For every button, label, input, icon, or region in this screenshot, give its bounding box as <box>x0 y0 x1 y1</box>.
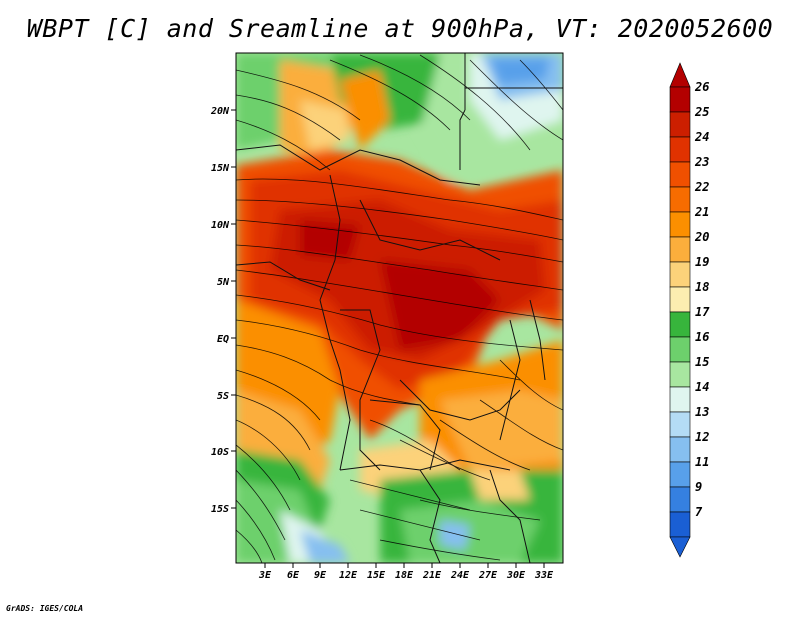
lon-label: 33E <box>534 570 554 581</box>
colorbar-swatch <box>669 361 691 388</box>
colorbar-swatch <box>669 336 691 363</box>
lon-label: 21E <box>422 570 442 581</box>
colorbar-label: 20 <box>694 230 709 244</box>
colorbar-label: 16 <box>695 330 709 344</box>
colorbar: 26 25 24 23 22 21 20 19 18 17 16 15 14 13 12 11 9 7 <box>669 62 710 558</box>
colorbar-swatch <box>669 111 691 138</box>
lon-label: 9E <box>314 570 327 581</box>
colorbar-swatch <box>669 161 691 188</box>
lon-label: 18E <box>395 570 414 581</box>
colorbar-swatch <box>669 511 691 538</box>
lon-label: 15E <box>367 570 386 581</box>
colorbar-label: 7 <box>695 505 703 519</box>
colorbar-swatch <box>669 261 691 288</box>
country-borders <box>236 53 563 563</box>
colorbar-label: 12 <box>695 430 709 444</box>
lon-label: 30E <box>506 570 526 581</box>
colorbar-label: 14 <box>695 380 709 394</box>
colorbar-label: 24 <box>694 130 709 144</box>
lat-label: 10S <box>211 447 229 458</box>
colorbar-label: 19 <box>695 255 709 269</box>
lon-label: 3E <box>258 570 272 581</box>
colorbar-swatch <box>669 436 691 463</box>
lat-label: EQ <box>217 334 229 345</box>
colorbar-label: 17 <box>695 305 710 319</box>
colorbar-swatch <box>669 211 691 238</box>
colorbar-label: 23 <box>694 155 709 169</box>
colorbar-swatch <box>669 461 691 488</box>
colorbar-label: 21 <box>694 205 709 219</box>
colorbar-label: 13 <box>695 405 709 419</box>
map-frame <box>235 52 564 564</box>
lat-label: 5N <box>217 277 230 288</box>
wbpt-field <box>236 53 563 563</box>
credit-text: GrADS: IGES/COLA <box>6 604 84 613</box>
colorbar-swatch <box>669 311 691 338</box>
lon-label: 12E <box>339 570 358 581</box>
colorbar-label: 15 <box>695 355 709 369</box>
lon-label: 24E <box>450 570 470 581</box>
colorbar-swatch <box>669 86 691 113</box>
colorbar-max-arrow <box>669 62 691 88</box>
colorbar-label: 18 <box>695 280 709 294</box>
chart-title: WBPT [C] and Sreamline at 900hPa, VT: 20… <box>26 14 774 43</box>
colorbar-label: 9 <box>695 480 702 494</box>
colorbar-swatch <box>669 236 691 263</box>
lon-label: 6E <box>287 570 300 581</box>
latitude-axis: 20N 15N 10N 5N EQ 5S 10S 15S <box>210 106 236 515</box>
colorbar-label: 25 <box>694 105 709 119</box>
colorbar-label: 26 <box>694 80 709 94</box>
lat-label: 15N <box>211 163 230 174</box>
colorbar-min-arrow <box>669 536 691 558</box>
colorbar-label: 22 <box>694 180 709 194</box>
streamlines <box>236 54 563 563</box>
lat-label: 20N <box>210 106 230 117</box>
lat-label: 5S <box>217 391 229 402</box>
colorbar-swatch <box>669 186 691 213</box>
longitude-axis: 3E 6E 9E 12E 15E 18E 21E 24E 27E 30E 33E <box>258 563 554 581</box>
colorbar-swatch <box>669 411 691 438</box>
lat-label: 10N <box>211 220 230 231</box>
lat-label: 15S <box>211 504 229 515</box>
colorbar-swatch <box>669 286 691 313</box>
colorbar-swatch <box>669 486 691 513</box>
lon-label: 27E <box>478 570 498 581</box>
colorbar-label: 11 <box>695 455 709 469</box>
colorbar-swatch <box>669 386 691 413</box>
colorbar-swatch <box>669 136 691 163</box>
